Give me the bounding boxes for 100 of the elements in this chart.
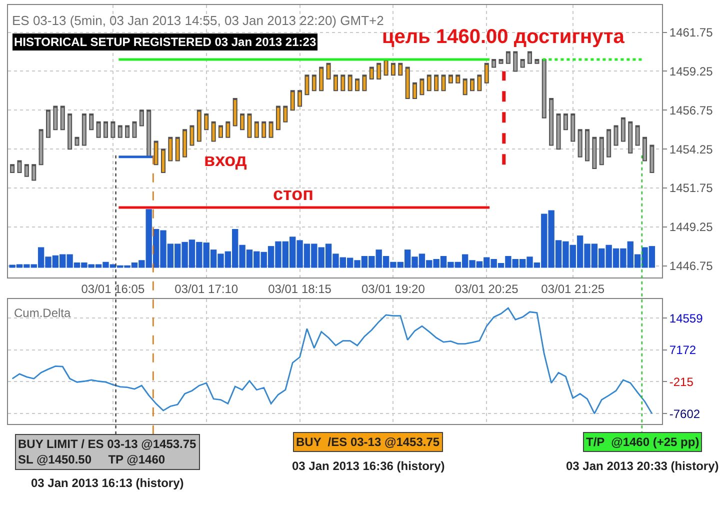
text: BUY LIMIT / ES 03-13 @1453.75 SL @1450.50 TP @1460	[18, 437, 197, 467]
candlestick	[89, 114, 94, 130]
candlestick	[175, 136, 180, 162]
y-tick-label: -215	[669, 374, 694, 389]
candlestick	[412, 82, 418, 99]
candlestick	[247, 114, 252, 138]
candlestick	[118, 125, 122, 138]
x-tick-label: 03/01 20:25	[454, 282, 519, 296]
text: Cum.Delta	[14, 306, 72, 320]
candlestick	[578, 129, 582, 158]
candlestick	[620, 117, 626, 142]
candlestick	[498, 59, 504, 64]
candlestick	[492, 59, 496, 68]
annotation: вход	[204, 150, 248, 170]
candlestick	[268, 121, 274, 138]
candlestick	[333, 74, 338, 92]
x-tick-label: 03/01 21:25	[541, 282, 605, 296]
y-tick-label: -7602	[669, 406, 700, 421]
candlestick	[53, 106, 58, 130]
candlestick	[240, 114, 245, 130]
candlestick	[132, 121, 137, 138]
candlestick	[103, 121, 108, 138]
annotation: цель 1460.00 достигнута	[382, 26, 626, 48]
candlestick	[326, 62, 331, 80]
candlestick	[376, 62, 382, 80]
candlestick	[154, 140, 158, 166]
candlestick	[168, 136, 173, 162]
candlestick	[362, 74, 367, 92]
candlestick	[46, 110, 51, 138]
candlestick	[139, 110, 144, 126]
candlestick	[513, 51, 518, 72]
candlestick	[298, 90, 302, 107]
candlestick	[24, 164, 29, 177]
x-tick-label: 03/01 16:05	[81, 282, 145, 296]
candlestick	[456, 74, 460, 84]
candlestick	[585, 129, 590, 162]
candlestick	[262, 121, 266, 138]
x-tick-label: 03/01 19:20	[362, 282, 426, 296]
candlestick	[369, 66, 374, 80]
candlestick	[355, 78, 360, 92]
candlestick	[312, 74, 316, 92]
candlestick	[290, 90, 295, 111]
candlestick	[398, 62, 403, 76]
candlestick	[146, 110, 152, 158]
candlestick	[650, 144, 654, 173]
y-tick-label: 1461.75	[669, 25, 714, 40]
candlestick	[520, 59, 525, 68]
y-tick-label: 7172	[669, 343, 696, 358]
candlestick	[426, 74, 432, 92]
candlestick	[549, 98, 554, 146]
candlestick	[60, 106, 65, 130]
candlestick	[556, 114, 561, 150]
y-tick-label: 14559	[669, 311, 704, 326]
candlestick	[196, 110, 202, 142]
text: 03 Jan 2013 16:13 (history)	[31, 476, 184, 490]
y-tick-label: 1454.25	[669, 142, 714, 156]
candlestick	[470, 78, 475, 92]
candlestick	[96, 121, 101, 138]
text: HISTORICAL SETUP REGISTERED 03 Jan 2013 21:23	[14, 35, 316, 49]
candlestick	[348, 74, 352, 92]
text: 03 Jan 2013 20:33 (history)	[566, 459, 719, 473]
candlestick	[614, 125, 618, 146]
candlestick	[304, 74, 310, 96]
candlestick	[319, 66, 324, 92]
y-tick-label: 1459.25	[669, 64, 714, 78]
text: BUY /ES 03-13 @1453.75	[296, 435, 440, 449]
text: 03 Jan 2013 16:36 (history)	[292, 459, 445, 473]
y-tick-label: 1446.75	[669, 259, 714, 274]
line-series	[12, 307, 653, 414]
candlestick	[534, 59, 540, 64]
candlestick	[434, 74, 439, 92]
candlestick	[563, 114, 568, 130]
x-tick-label: 03/01 18:15	[268, 282, 332, 296]
candlestick	[506, 51, 510, 64]
candlestick	[283, 106, 288, 122]
text: ES 03-13 (5min, 03 Jan 2013 14:55, 03 Jan 2013 22:20) GMT+2	[12, 13, 384, 28]
candlestick	[462, 78, 468, 96]
candlestick	[211, 121, 216, 142]
candlestick	[390, 62, 396, 76]
candlestick	[477, 74, 482, 92]
y-tick-label: 1449.25	[669, 220, 714, 234]
annotation: стоп	[273, 184, 314, 204]
candlestick	[218, 125, 223, 138]
candlestick	[642, 136, 648, 162]
candlestick	[254, 121, 259, 138]
candlestick	[17, 160, 22, 173]
candlestick	[204, 114, 209, 130]
candlestick	[190, 125, 194, 146]
candlestick	[276, 106, 280, 130]
candlestick	[182, 129, 188, 158]
candlestick	[592, 136, 597, 170]
y-tick-label: 1456.75	[669, 103, 714, 118]
candlestick	[38, 129, 44, 166]
candlestick	[635, 125, 640, 146]
candlestick	[405, 66, 410, 99]
candlestick	[448, 74, 453, 84]
candlestick	[82, 114, 86, 146]
candlestick	[484, 62, 489, 84]
candlestick	[160, 148, 166, 173]
candlestick	[599, 136, 604, 166]
